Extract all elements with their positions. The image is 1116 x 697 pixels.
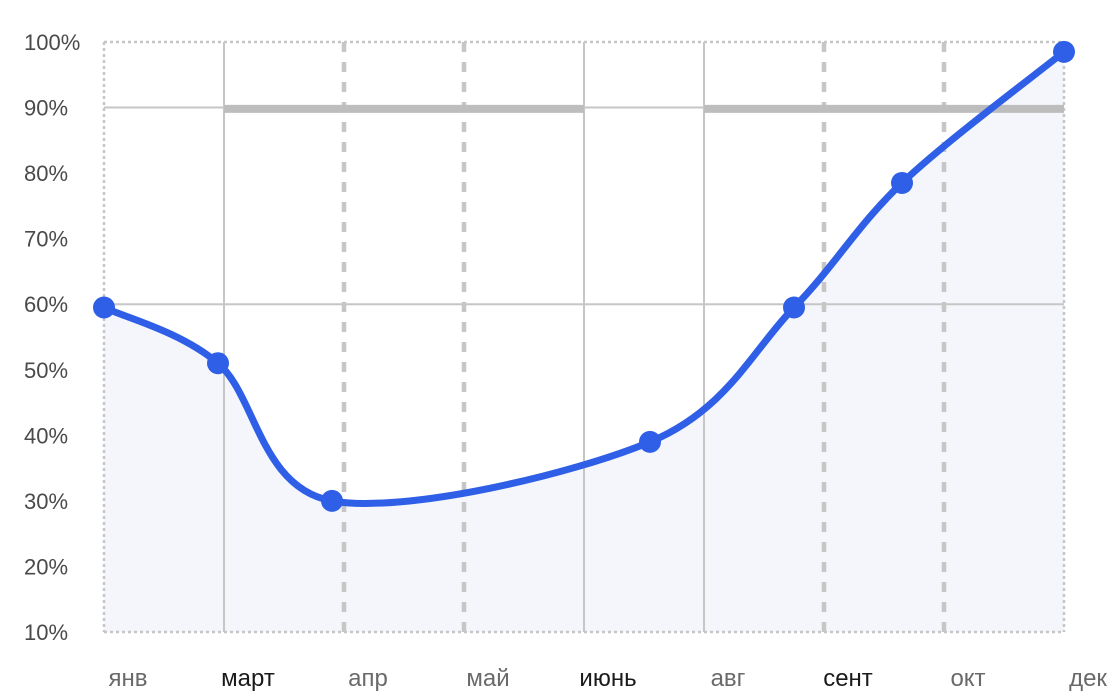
- y-tick-label: 40%: [24, 423, 68, 448]
- x-tick-label: май: [466, 665, 509, 692]
- x-tick-label: янв: [109, 665, 148, 692]
- x-tick-label: окт: [950, 665, 985, 692]
- y-tick-label: 60%: [24, 292, 68, 317]
- x-tick-label: сент: [823, 665, 873, 692]
- data-point: [639, 430, 661, 453]
- data-point: [93, 296, 115, 319]
- x-tick-label: дек: [1069, 665, 1107, 692]
- x-tick-label: авг: [711, 665, 746, 692]
- y-tick-label: 90%: [24, 96, 68, 121]
- x-tick-label: апр: [348, 665, 388, 692]
- y-tick-label: 100%: [24, 30, 80, 55]
- y-tick-label: 70%: [24, 227, 68, 252]
- y-tick-label: 50%: [24, 358, 68, 383]
- y-tick-label: 10%: [24, 620, 68, 645]
- data-point: [1053, 40, 1075, 63]
- y-axis-tick-labels: 10% 20% 30% 40% 50% 60% 70% 80% 90% 100%: [24, 30, 80, 645]
- data-point: [321, 489, 343, 512]
- data-point-layer: [93, 40, 1075, 512]
- x-tick-label: июнь: [579, 665, 636, 692]
- x-tick-label: март: [221, 665, 275, 692]
- data-point: [891, 171, 913, 194]
- y-tick-label: 20%: [24, 554, 68, 579]
- data-point: [783, 296, 805, 319]
- x-axis-tick-labels: янв март апр май июнь авг сент окт дек: [109, 665, 1108, 692]
- y-tick-label: 30%: [24, 489, 68, 514]
- y-tick-label: 80%: [24, 161, 68, 186]
- data-point: [207, 352, 229, 375]
